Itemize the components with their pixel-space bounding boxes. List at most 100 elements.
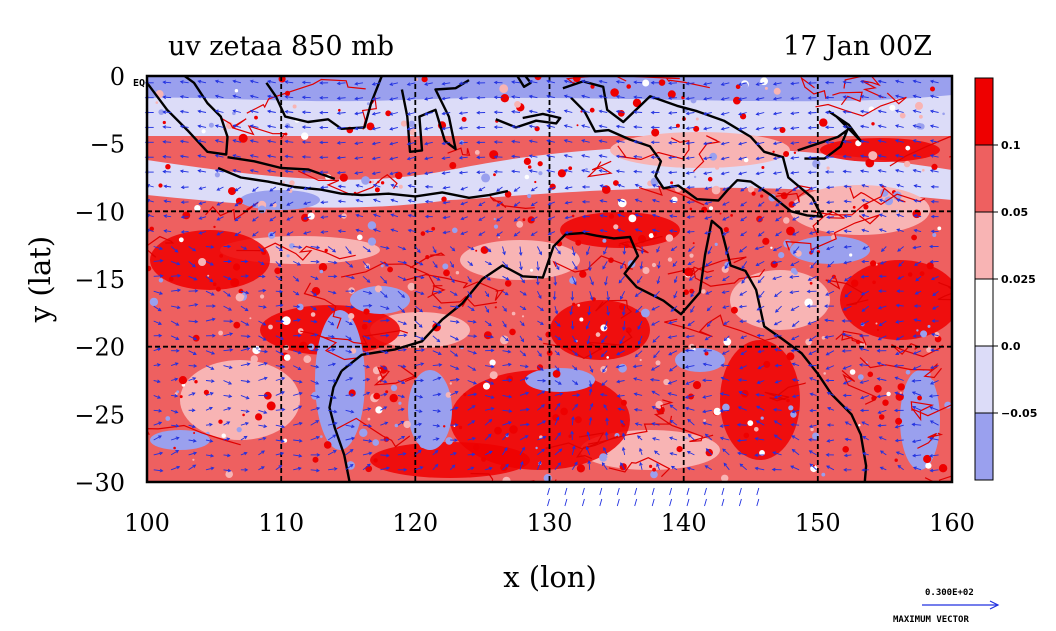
- wind-vector: [600, 200, 608, 203]
- wind-vector: [449, 246, 455, 252]
- wind-vector-head: [454, 423, 459, 427]
- wind-vector: [896, 214, 904, 218]
- wind-vector-head: [348, 336, 352, 341]
- wind-vector: [896, 304, 904, 307]
- wind-vector: [275, 439, 284, 442]
- wind-vector-head: [316, 394, 321, 399]
- wind-vector-head: [162, 110, 167, 114]
- wind-vector: [397, 408, 404, 411]
- wind-vector-head: [826, 215, 830, 220]
- wind-vector: [600, 393, 608, 396]
- y-tick-labels: 0−5−10−15−20−25−30: [74, 63, 125, 497]
- wind-vector-head: [601, 462, 606, 466]
- wind-vector: [529, 140, 538, 143]
- wind-vector: [170, 320, 179, 326]
- field-speckle: [236, 377, 244, 385]
- wind-vector-head: [843, 260, 848, 265]
- wind-vector: [554, 261, 560, 270]
- contour-line: [638, 185, 705, 206]
- wind-vector: [669, 437, 678, 441]
- wind-vector-head: [298, 391, 303, 396]
- wind-vector: [546, 125, 556, 128]
- wind-vector: [188, 246, 196, 252]
- wind-vector: [721, 487, 725, 496]
- contour-line: [924, 475, 952, 482]
- wind-vector-head: [180, 185, 185, 190]
- field-speckle: [923, 454, 932, 464]
- wind-vector-head: [570, 326, 575, 330]
- field-speckle: [632, 98, 642, 108]
- wind-vector-head: [615, 94, 620, 99]
- wind-vector-head: [437, 322, 441, 327]
- wind-vector-head: [720, 171, 725, 176]
- wind-vector-head: [653, 294, 658, 298]
- wind-vector-head: [932, 292, 937, 297]
- field-speckle: [919, 114, 923, 119]
- wind-vector: [809, 350, 817, 355]
- wind-vector-head: [315, 381, 320, 385]
- wind-vector-head: [667, 392, 672, 396]
- wind-vector-head: [929, 124, 934, 128]
- wind-vector-head: [513, 203, 518, 207]
- wind-vector-head: [842, 95, 847, 99]
- field-speckle: [380, 264, 384, 268]
- wind-vector-head: [650, 155, 655, 159]
- wind-vector-head: [277, 263, 282, 267]
- wind-vector-head: [478, 187, 483, 192]
- contour-line: [447, 147, 471, 156]
- field-negative-swirl: [900, 370, 940, 470]
- wind-vector: [879, 228, 887, 233]
- wind-vector-head: [252, 233, 256, 237]
- wind-vector-head: [755, 156, 760, 161]
- wind-vector-head: [407, 228, 412, 233]
- field-speckle: [649, 464, 653, 468]
- wind-vector: [639, 448, 643, 456]
- wind-vector-head: [437, 392, 442, 397]
- wind-vector: [485, 365, 494, 368]
- wind-vector: [163, 96, 172, 99]
- wind-vector-head: [842, 381, 847, 385]
- wind-vector: [861, 199, 869, 203]
- field-speckle: [504, 280, 512, 287]
- wind-vector: [554, 365, 560, 371]
- wind-vector-head: [284, 169, 289, 174]
- wind-vector: [915, 290, 922, 295]
- wind-vector-head: [603, 404, 607, 408]
- wind-vector-head: [540, 307, 544, 312]
- wind-vector: [424, 126, 433, 130]
- wind-vector: [310, 290, 317, 297]
- wind-vector-head: [473, 350, 478, 355]
- wind-vector-head: [669, 229, 673, 233]
- field-speckle: [655, 360, 661, 366]
- wind-vector-head: [214, 109, 219, 114]
- wind-vector-head: [720, 126, 725, 131]
- wind-vector-head: [179, 94, 184, 99]
- wind-vector-head: [720, 82, 725, 86]
- field-speckle: [642, 267, 650, 274]
- wind-vector: [478, 186, 486, 191]
- wind-vector-head: [841, 319, 846, 323]
- wind-vector-head: [442, 185, 447, 190]
- wind-vector: [153, 364, 161, 367]
- wind-vector-head: [401, 394, 406, 399]
- field-speckle: [821, 336, 826, 340]
- wind-vector: [171, 424, 179, 427]
- wind-vector-head: [703, 111, 708, 116]
- wind-vector-head: [912, 168, 917, 173]
- wind-vector-head: [605, 417, 609, 422]
- wind-vector: [345, 394, 354, 396]
- wind-vector-head: [862, 246, 867, 250]
- wind-vector: [589, 380, 592, 387]
- wind-vector: [233, 124, 242, 128]
- contour-line: [843, 76, 884, 99]
- wind-vector: [861, 421, 869, 426]
- wind-vector: [809, 450, 817, 456]
- wind-vector-head: [210, 245, 215, 249]
- wind-vector-head: [571, 416, 575, 420]
- wind-vector-head: [773, 420, 778, 424]
- wind-vector: [502, 275, 509, 281]
- wind-vector-head: [420, 275, 425, 280]
- wind-vector-head: [739, 319, 744, 324]
- wind-vector-head: [245, 274, 250, 278]
- wind-vector-head: [281, 391, 285, 395]
